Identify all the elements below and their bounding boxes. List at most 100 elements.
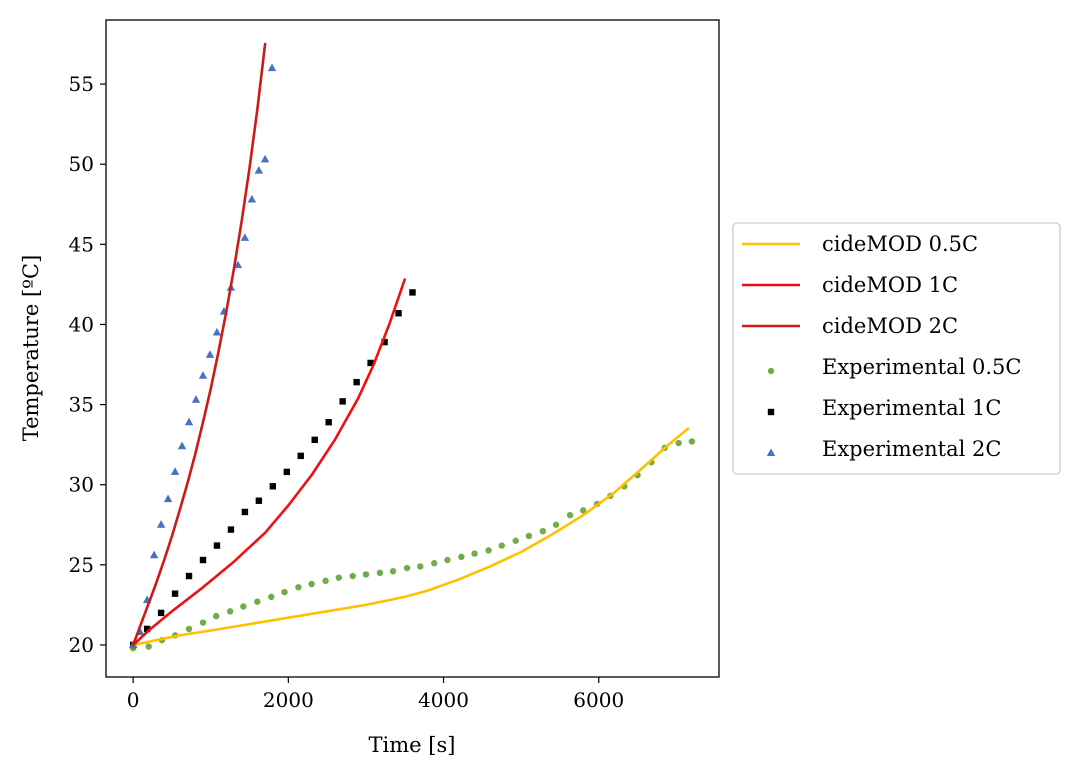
data-point-experimental-0-5c — [471, 550, 478, 557]
legend-label: cideMOD 0.5C — [822, 232, 978, 256]
data-point-experimental-2c — [267, 63, 277, 72]
data-point-experimental-1c — [395, 310, 402, 317]
legend-label: Experimental 1C — [822, 396, 1001, 420]
data-point-experimental-2c — [149, 550, 159, 559]
data-point-experimental-2c — [191, 395, 201, 403]
data-point-experimental-2c — [198, 371, 208, 379]
data-point-experimental-2c — [247, 194, 257, 203]
data-point-experimental-0-5c — [281, 588, 288, 596]
series-experimental-2c — [128, 63, 277, 648]
data-point-experimental-1c — [297, 452, 304, 460]
data-point-experimental-0-5c — [444, 556, 451, 564]
data-point-experimental-0-5c — [458, 553, 465, 561]
data-point-experimental-1c — [143, 625, 151, 633]
data-point-experimental-1c — [269, 483, 277, 490]
data-point-experimental-2c — [184, 417, 194, 426]
legend-label: Experimental 0.5C — [822, 355, 1021, 379]
data-point-experimental-1c — [255, 497, 263, 504]
series-experimental-0-5c — [129, 438, 696, 652]
data-point-experimental-2c — [254, 166, 264, 174]
legend-label: cideMOD 2C — [822, 314, 958, 338]
data-point-experimental-0-5c — [539, 527, 547, 535]
legend-entry: cideMOD 1C — [742, 273, 958, 297]
data-point-experimental-0-5c — [580, 507, 587, 514]
y-tick-label: 45 — [69, 232, 94, 256]
data-point-experimental-0-5c — [675, 439, 682, 447]
data-point-experimental-2c — [170, 467, 180, 475]
x-axis-ticks: 0 2000 4000 6000 — [127, 677, 624, 712]
legend-label: cideMOD 1C — [822, 273, 958, 297]
y-tick-label: 30 — [69, 473, 94, 497]
data-point-experimental-0-5c — [349, 572, 356, 580]
data-point-experimental-1c — [283, 468, 290, 476]
data-point-experimental-0-5c — [308, 580, 315, 588]
data-point-experimental-1c — [227, 526, 235, 533]
data-point-experimental-0-5c — [335, 574, 342, 581]
y-tick-label: 20 — [69, 633, 94, 657]
plot-frame — [105, 19, 720, 678]
series-line-cidemod-2c — [131, 42, 267, 647]
data-point-experimental-0-5c — [362, 571, 370, 578]
legend-label: Experimental 2C — [822, 437, 1001, 461]
data-point-experimental-1c — [409, 289, 416, 296]
data-point-experimental-0-5c — [512, 537, 519, 544]
y-tick-label: 55 — [69, 72, 94, 96]
data-point-experimental-0-5c — [322, 577, 329, 585]
data-point-experimental-2c — [156, 520, 166, 528]
y-axis-label: Temperature [ºC] — [19, 255, 43, 442]
data-point-experimental-0-5c — [240, 603, 247, 610]
data-point-experimental-1c — [353, 378, 360, 386]
data-point-experimental-0-5c — [688, 438, 696, 445]
data-point-experimental-2c — [260, 154, 270, 163]
data-point-experimental-0-5c — [212, 612, 220, 620]
data-point-experimental-0-5c — [552, 521, 560, 528]
legend-entry: Experimental 0.5C — [767, 355, 1021, 379]
data-point-experimental-1c — [213, 542, 221, 549]
legend-swatch — [767, 367, 775, 375]
data-point-experimental-0-5c — [566, 511, 574, 519]
legend-swatch — [767, 408, 775, 416]
legend-entry: Experimental 1C — [767, 396, 1001, 420]
data-point-experimental-1c — [171, 590, 179, 597]
data-point-experimental-1c — [241, 508, 249, 516]
data-point-experimental-0-5c — [199, 619, 207, 626]
x-tick-label: 2000 — [263, 688, 314, 712]
data-point-experimental-0-5c — [376, 569, 384, 577]
data-point-experimental-0-5c — [254, 598, 261, 605]
y-axis-ticks: 20 25 30 35 40 45 50 55 — [69, 72, 106, 657]
legend-frame — [732, 222, 1061, 475]
data-point-experimental-1c — [325, 419, 332, 426]
data-point-experimental-2c — [163, 494, 173, 503]
y-tick-label: 50 — [69, 152, 94, 176]
data-point-experimental-0-5c — [185, 625, 193, 633]
data-point-experimental-0-5c — [498, 542, 505, 549]
data-point-experimental-1c — [367, 359, 374, 367]
data-point-experimental-0-5c — [226, 608, 234, 615]
series-layer — [128, 42, 696, 652]
data-point-experimental-1c — [185, 572, 193, 580]
series-line-cidemod-1c — [131, 278, 407, 647]
data-point-experimental-0-5c — [389, 568, 397, 575]
x-tick-label: 6000 — [573, 688, 624, 712]
data-point-experimental-0-5c — [485, 547, 492, 554]
legend: cideMOD 0.5C cideMOD 1C cideMOD 2C Experime… — [732, 222, 1061, 475]
data-point-experimental-1c — [381, 338, 388, 346]
data-point-experimental-0-5c — [417, 563, 424, 570]
data-point-experimental-0-5c — [145, 643, 152, 650]
data-point-experimental-2c — [212, 327, 222, 336]
data-point-experimental-0-5c — [295, 584, 302, 591]
x-tick-label: 0 — [127, 688, 140, 712]
data-point-experimental-0-5c — [525, 532, 533, 540]
data-point-experimental-0-5c — [403, 564, 411, 572]
series-line-cidemod-0-5c — [131, 427, 690, 647]
x-tick-label: 4000 — [418, 688, 469, 712]
x-axis-label: Time [s] — [369, 733, 456, 757]
data-point-experimental-2c — [233, 260, 243, 269]
data-point-experimental-2c — [205, 350, 215, 358]
data-point-experimental-1c — [199, 556, 207, 564]
data-point-experimental-2c — [177, 441, 187, 450]
y-tick-label: 25 — [69, 553, 94, 577]
y-tick-label: 35 — [69, 393, 94, 417]
legend-swatch — [766, 448, 776, 456]
